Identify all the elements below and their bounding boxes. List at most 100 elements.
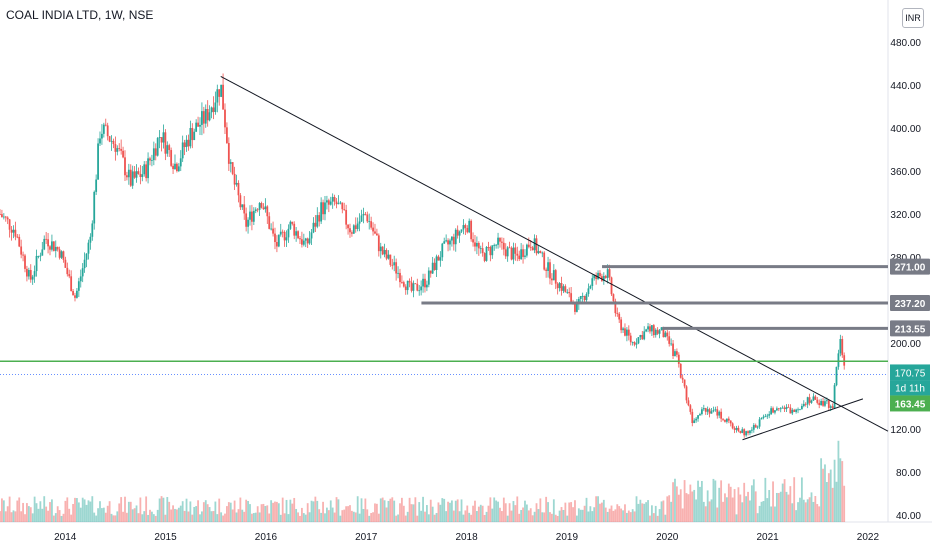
volume-bar — [591, 511, 594, 522]
candle-body — [41, 249, 44, 256]
volume-bar — [33, 496, 36, 522]
candle-body — [635, 343, 638, 345]
volume-bar — [285, 499, 288, 522]
candle-body — [518, 255, 521, 260]
candle-body — [462, 225, 465, 230]
volume-bar — [147, 514, 149, 522]
volume-bar — [302, 513, 305, 522]
candle-body — [437, 256, 440, 261]
volume-bar — [222, 515, 224, 522]
candle-body — [299, 238, 301, 240]
candle-body — [483, 253, 486, 261]
volume-bar — [60, 515, 63, 522]
volume-bar — [841, 461, 844, 522]
volume-bar — [741, 502, 744, 522]
volume-bar — [381, 497, 384, 522]
candle-body — [679, 363, 682, 378]
y-tick-label-1: 80.00 — [896, 468, 921, 479]
candle-body — [174, 163, 176, 170]
candle-body — [754, 425, 757, 428]
volume-bar — [358, 513, 361, 522]
volume-bar — [235, 512, 238, 522]
volume-bar — [191, 514, 194, 522]
volume-bar — [554, 514, 557, 522]
volume-bar — [777, 493, 780, 522]
volume-bar — [574, 500, 576, 522]
candle-body — [160, 137, 163, 143]
volume-bar — [210, 511, 213, 522]
candle-body — [256, 209, 259, 211]
candle-body — [389, 254, 392, 265]
candle-body — [224, 109, 226, 128]
volume-bar — [66, 497, 69, 522]
volume-bar — [451, 500, 453, 522]
candle-body — [124, 157, 126, 176]
candle-body — [374, 231, 376, 234]
candle-body — [393, 262, 396, 266]
volume-bar — [2, 500, 5, 522]
candle-body — [783, 407, 786, 410]
candle-body — [326, 200, 328, 203]
candle-body — [56, 246, 59, 250]
candle-body — [464, 225, 467, 228]
candle-body — [131, 171, 134, 186]
candle-body — [120, 149, 123, 151]
volume-bar — [89, 501, 92, 522]
volume-bar — [641, 503, 644, 522]
volume-bar — [227, 502, 230, 522]
volume-bar — [379, 498, 382, 522]
volume-bar — [287, 514, 290, 522]
volume-bar — [602, 499, 605, 522]
candle-body — [51, 241, 53, 250]
candle-body — [539, 251, 542, 253]
candle-body — [535, 238, 538, 254]
volume-bar — [437, 502, 440, 522]
candle-body — [683, 379, 686, 387]
candle-body — [485, 246, 488, 261]
volume-bar — [697, 480, 699, 522]
volume-bar — [818, 506, 821, 522]
volume-bar — [347, 506, 349, 522]
volume-bar — [143, 511, 146, 522]
candle-body — [10, 229, 13, 233]
candle-body — [114, 144, 117, 152]
volume-bar — [124, 496, 126, 522]
candle-body — [27, 270, 30, 277]
candle-body — [208, 112, 211, 121]
volume-bar — [716, 507, 719, 522]
volume-bar — [699, 486, 701, 522]
candle-body — [808, 397, 811, 403]
candle-body — [2, 216, 5, 218]
candle-body — [222, 84, 224, 110]
volume-bar — [102, 507, 105, 522]
volume-bar — [272, 502, 274, 522]
candle-body — [391, 264, 394, 266]
candle-body — [216, 89, 219, 103]
currency-button[interactable]: INR — [902, 8, 924, 28]
candle-body — [49, 246, 51, 250]
volume-bar — [800, 477, 803, 522]
candle-body — [843, 355, 846, 366]
candle-body — [833, 385, 836, 408]
candle-body — [289, 221, 292, 229]
candle-body — [81, 268, 84, 277]
candle-body — [595, 275, 598, 279]
candle-body — [252, 210, 255, 222]
volume-bar — [770, 506, 773, 522]
volume-bar — [706, 490, 709, 522]
support-price-label: 163.45 — [895, 399, 926, 410]
resistance-price-label-bg — [890, 295, 930, 312]
volume-bar — [743, 482, 746, 522]
candle-body — [487, 246, 490, 248]
volume-bar — [408, 497, 411, 522]
candle-body — [418, 290, 421, 292]
candle-body — [329, 201, 332, 205]
volume-bar — [310, 500, 313, 522]
volume-bar — [243, 511, 246, 522]
candle-body — [52, 241, 55, 251]
volume-bar — [18, 497, 21, 522]
volume-bar — [122, 511, 124, 522]
candle-body — [172, 165, 174, 170]
volume-bar — [645, 502, 648, 522]
